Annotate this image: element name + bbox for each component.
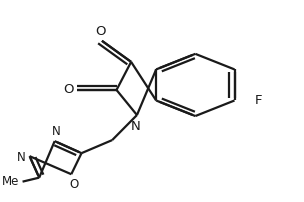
Text: Me: Me (2, 175, 20, 188)
Text: F: F (255, 94, 262, 107)
Text: N: N (131, 120, 140, 133)
Text: O: O (70, 178, 79, 191)
Text: O: O (63, 83, 74, 97)
Text: N: N (16, 151, 25, 164)
Text: N: N (52, 124, 60, 138)
Text: O: O (95, 25, 106, 38)
